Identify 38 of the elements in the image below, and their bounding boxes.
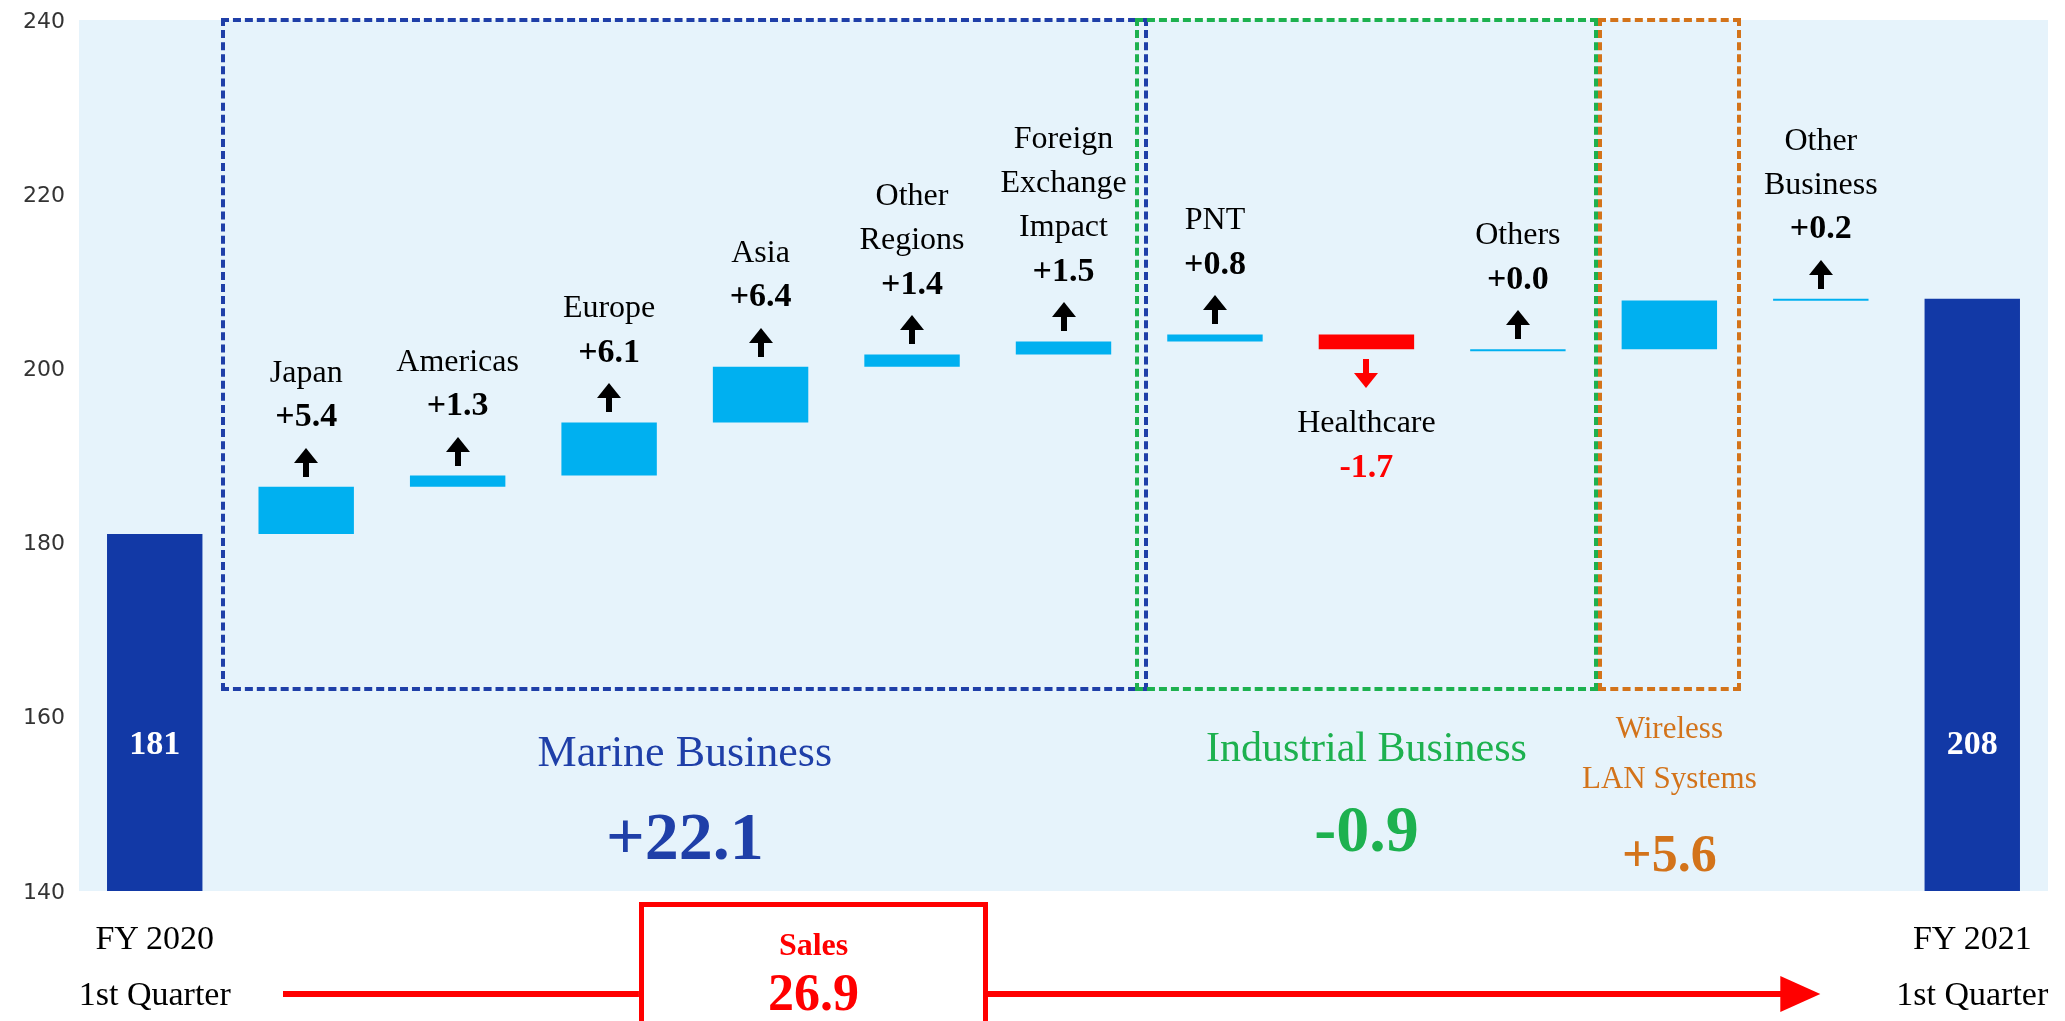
annotation: Marine Business [537,726,833,776]
y-tick-label: 140 [23,878,65,904]
y-tick-label: 160 [23,704,65,730]
y-tick-label: 180 [23,530,65,556]
x-tick-label: Foreign Exchange Impact [1000,119,1127,244]
y-tick-label: 200 [23,355,65,381]
data-label: +1.3 [426,385,489,423]
data-label: +5.4 [275,396,338,434]
data-label: +1.4 [881,263,943,301]
annotation: +22.1 [605,798,764,874]
annotation: +5.6 [1622,824,1717,882]
text: 26.9 [768,963,860,1021]
x-tick-label: Others [1475,215,1561,252]
x-tick-label: Europe [562,288,656,325]
y-tick-label: 240 [23,7,65,33]
text: Sales [778,926,849,962]
data-label: -1.7 [1339,446,1394,484]
annotation: Wireless LAN Systems [1581,709,1757,795]
x-tick-label: PNT [1184,200,1246,237]
annotation: Industrial Business [1206,724,1527,770]
data-label: +0.0 [1486,258,1549,296]
x-tick-label: Other Business [1763,120,1878,201]
data-label: +1.5 [1032,250,1095,288]
x-tick-label: Healthcare [1297,403,1436,440]
data-label: +6.4 [729,276,792,314]
x-tick-label: Other Regions [859,176,965,257]
data-label: +0.2 [1789,208,1852,246]
y-tick-label: 220 [23,181,65,207]
x-tick-label: Americas [396,341,519,378]
x-tick-label: Japan [269,352,343,389]
x-tick-label: FY 2020 1st Quarter [78,918,232,1012]
x-tick-label: Asia [731,232,790,269]
data-label: +6.1 [578,331,641,369]
data-label: 181 [129,723,181,761]
annotation: -0.9 [1314,791,1419,865]
data-label: 208 [1946,723,1998,761]
data-label: +0.8 [1184,243,1246,281]
x-tick-label: FY 2021 1st Quarter [1896,918,2049,1012]
